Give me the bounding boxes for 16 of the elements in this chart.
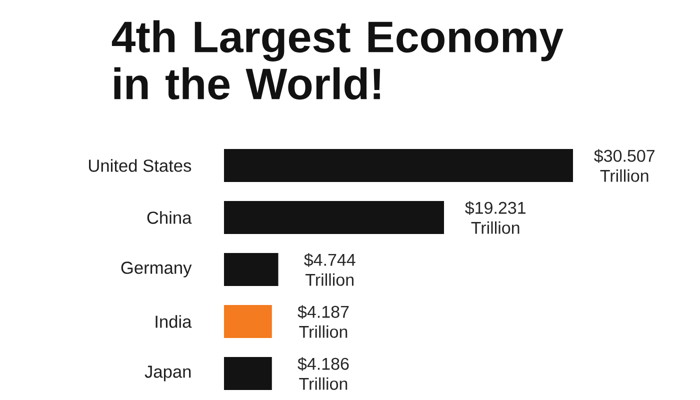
y-tick-label: Japan: [144, 366, 191, 382]
data-label: $4.187 Trillion: [298, 305, 349, 338]
y-tick-label: Germany: [121, 262, 192, 278]
y-tick-label: China: [147, 211, 192, 224]
bar: [224, 201, 444, 234]
data-label: $4.744 Trillion: [304, 253, 356, 286]
y-tick-label: India: [156, 315, 192, 328]
data-label: $30.507 Trillion: [594, 149, 654, 182]
data-label: $19.231 Trillion: [465, 201, 526, 234]
bar: [224, 149, 574, 182]
data-label: $4.186 Trillion: [298, 357, 349, 390]
chart-title: 4th Largest Economy in the World!: [112, 20, 564, 100]
y-tick-label: United States: [89, 159, 192, 172]
bar: [224, 305, 272, 338]
bar: [224, 357, 272, 390]
bar: [224, 253, 278, 286]
